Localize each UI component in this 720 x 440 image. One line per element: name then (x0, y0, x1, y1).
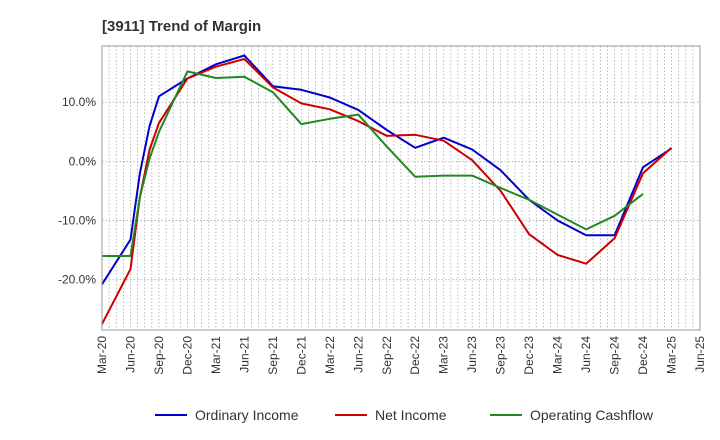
x-axis-ticks: Mar-20 Jun-20 Sep-20 Dec-20 Mar-21 Jun-21 Sep-… (95, 336, 707, 375)
x-tick-label: Sep-22 (380, 336, 394, 375)
series-line-ordinary-income (101, 54, 673, 285)
x-tick-label: Mar-20 (95, 336, 109, 374)
y-tick-label: -20.0% (58, 273, 96, 287)
x-tick-label: Dec-22 (408, 336, 422, 375)
x-tick-label: Jun-24 (579, 336, 593, 373)
legend-label-ordinary-income: Ordinary Income (195, 407, 299, 423)
x-tick-label: Dec-20 (180, 336, 194, 375)
x-tick-label: Jun-21 (237, 336, 251, 373)
legend-label-net-income: Net Income (375, 407, 447, 423)
series-line-operating-cashflow (102, 70, 644, 257)
y-tick-label: 10.0% (62, 95, 96, 109)
x-tick-label: Sep-24 (608, 336, 622, 375)
x-tick-label: Jun-20 (123, 336, 137, 373)
x-tick-label: Sep-20 (152, 336, 166, 375)
chart-title: [3911] Trend of Margin (102, 18, 261, 35)
x-tick-label: Dec-21 (294, 336, 308, 375)
x-tick-label: Dec-23 (522, 336, 536, 375)
series-lines (101, 54, 673, 325)
series-line-net-income (101, 58, 673, 325)
y-tick-label: 0.0% (69, 154, 97, 168)
legend-label-operating-cashflow: Operating Cashflow (530, 407, 654, 423)
x-tick-label: Jun-22 (351, 336, 365, 373)
legend: Ordinary Income Net Income Operating Cashf… (155, 407, 654, 423)
plot-frame (101, 45, 701, 331)
grid (102, 46, 700, 330)
y-axis-ticks: 10.0% 0.0% -10.0% -20.0% (58, 95, 96, 287)
x-tick-label: Jun-23 (465, 336, 479, 373)
x-tick-label: Sep-21 (266, 336, 280, 375)
x-tick-label: Mar-21 (209, 336, 223, 374)
x-tick-label: Mar-22 (323, 336, 337, 374)
x-tick-label: Mar-24 (551, 336, 565, 374)
x-tick-label: Jun-25 (693, 336, 707, 373)
x-tick-label: Mar-25 (665, 336, 679, 374)
x-tick-label: Dec-24 (636, 336, 650, 375)
x-tick-label: Sep-23 (494, 336, 508, 375)
x-tick-label: Mar-23 (437, 336, 451, 374)
y-tick-label: -10.0% (58, 214, 96, 228)
